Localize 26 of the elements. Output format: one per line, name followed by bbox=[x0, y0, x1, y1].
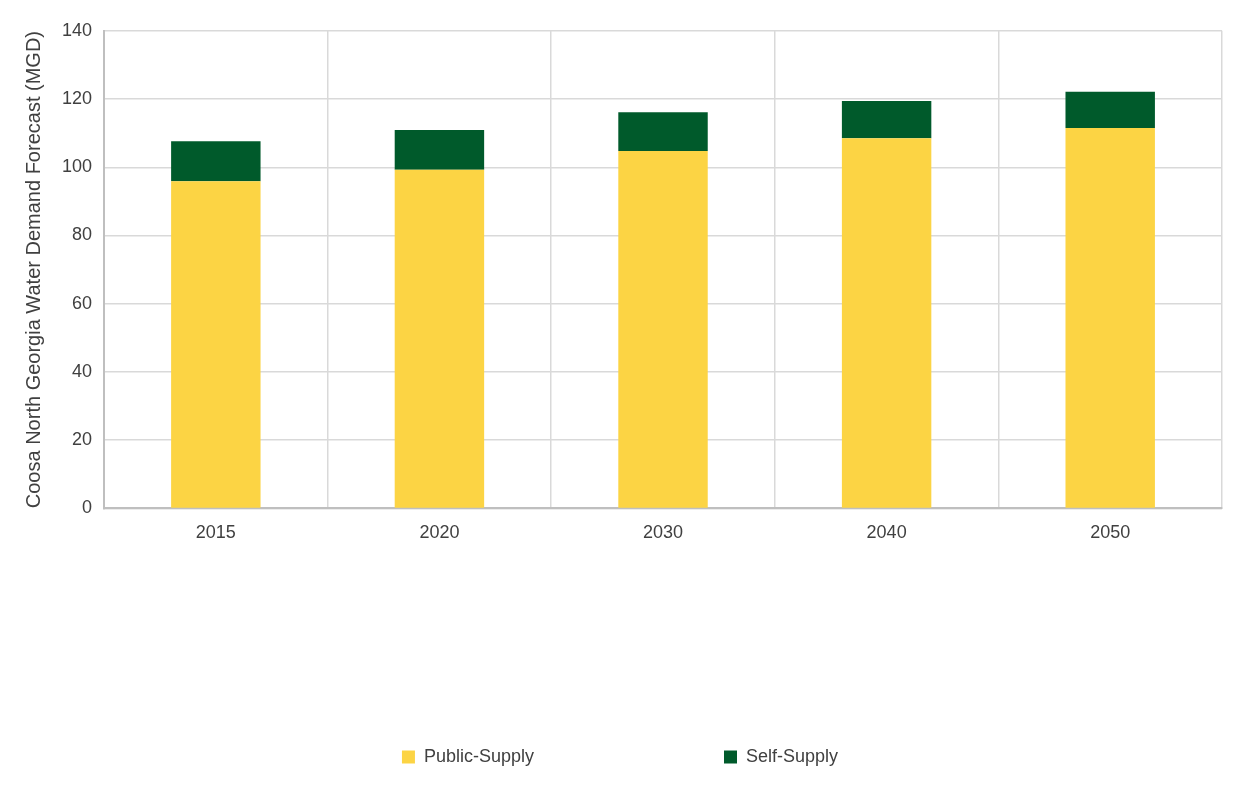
bar bbox=[841, 101, 932, 139]
bar bbox=[618, 112, 708, 151]
x-tick-label: 2040 bbox=[866, 522, 907, 543]
y-tick-label: 80 bbox=[72, 224, 93, 245]
bar bbox=[394, 169, 485, 508]
bar bbox=[1065, 128, 1155, 508]
legend-label: Self-Supply bbox=[746, 745, 839, 766]
x-tick-label: 2015 bbox=[195, 522, 236, 543]
bar bbox=[618, 150, 708, 508]
bar bbox=[841, 138, 932, 508]
y-tick-label: 140 bbox=[61, 19, 93, 40]
y-tick-label: 100 bbox=[61, 156, 93, 177]
y-tick-label: 20 bbox=[72, 429, 93, 450]
y-tick-label: 60 bbox=[72, 292, 93, 313]
bar bbox=[171, 141, 261, 182]
x-tick-label: 2050 bbox=[1090, 522, 1131, 543]
y-tick-label: 40 bbox=[72, 360, 93, 381]
bar bbox=[1065, 91, 1155, 129]
bar bbox=[171, 181, 261, 508]
bar bbox=[394, 130, 485, 170]
x-tick-label: 2030 bbox=[642, 522, 684, 543]
legend-label: Public-Supply bbox=[423, 745, 535, 766]
y-tick-label: 120 bbox=[61, 88, 93, 108]
x-tick-label: 2020 bbox=[419, 522, 460, 543]
y-tick-label: 0 bbox=[82, 497, 93, 518]
y-axis-title: Coosa North Georgia Water Demand Forecast (MGD) bbox=[21, 31, 44, 509]
